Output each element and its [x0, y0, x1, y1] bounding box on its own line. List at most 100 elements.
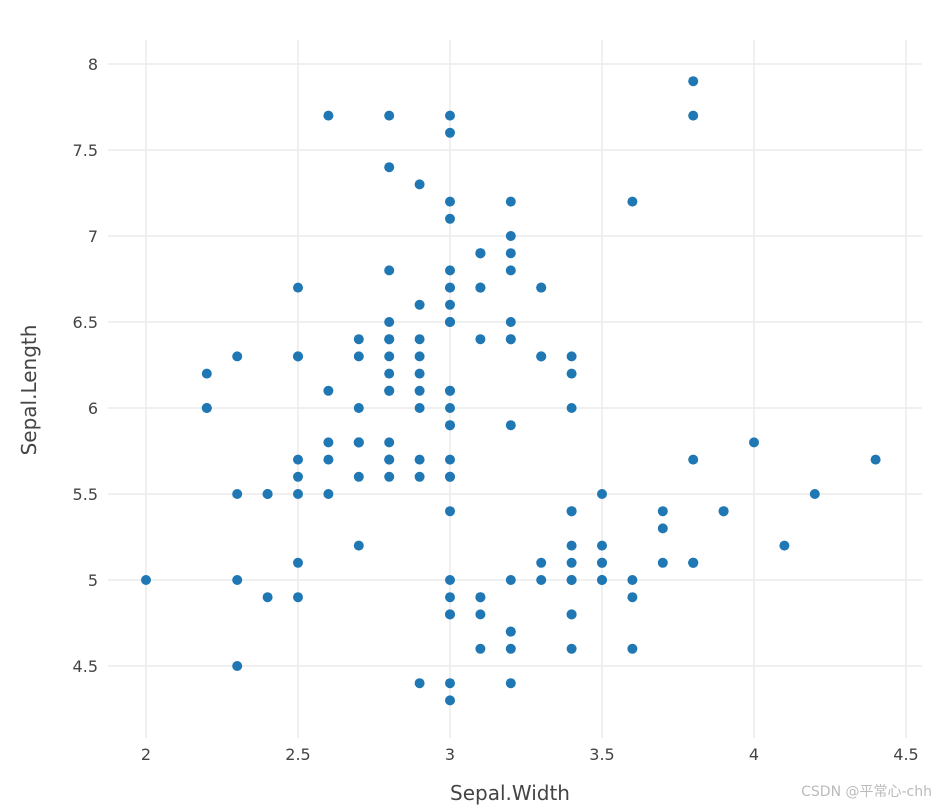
data-point[interactable]	[566, 643, 577, 654]
data-point[interactable]	[262, 489, 273, 499]
data-point[interactable]	[657, 557, 668, 568]
data-point[interactable]	[293, 557, 303, 568]
data-point[interactable]	[414, 299, 425, 310]
data-point[interactable]	[505, 334, 516, 345]
data-point[interactable]	[232, 575, 243, 585]
data-point[interactable]	[505, 575, 516, 585]
data-point[interactable]	[475, 609, 486, 620]
data-point[interactable]	[414, 403, 425, 413]
data-point[interactable]	[505, 248, 516, 259]
data-point[interactable]	[353, 351, 364, 362]
data-point[interactable]	[445, 678, 455, 689]
data-point[interactable]	[293, 282, 303, 293]
data-point[interactable]	[627, 575, 638, 585]
data-point[interactable]	[414, 368, 425, 379]
data-point[interactable]	[505, 420, 516, 431]
data-point[interactable]	[384, 454, 395, 465]
data-point[interactable]	[566, 609, 577, 620]
data-point[interactable]	[445, 282, 455, 293]
data-point[interactable]	[536, 282, 547, 293]
data-point[interactable]	[749, 437, 759, 448]
data-point[interactable]	[445, 265, 455, 276]
data-point[interactable]	[505, 196, 516, 207]
data-point[interactable]	[384, 385, 395, 396]
data-point[interactable]	[688, 76, 699, 87]
data-point[interactable]	[141, 575, 151, 585]
data-point[interactable]	[779, 540, 790, 551]
data-point[interactable]	[353, 403, 364, 413]
data-point[interactable]	[445, 695, 455, 706]
data-point[interactable]	[688, 110, 699, 121]
data-point[interactable]	[445, 454, 455, 465]
data-point[interactable]	[445, 575, 455, 585]
data-point[interactable]	[384, 351, 395, 362]
data-point[interactable]	[414, 454, 425, 465]
data-point[interactable]	[475, 248, 486, 259]
data-point[interactable]	[445, 196, 455, 207]
data-point[interactable]	[505, 643, 516, 654]
data-point[interactable]	[353, 471, 364, 482]
data-point[interactable]	[870, 454, 881, 465]
data-point[interactable]	[232, 351, 243, 362]
data-point[interactable]	[353, 540, 364, 551]
data-point[interactable]	[323, 454, 334, 465]
data-point[interactable]	[597, 575, 607, 585]
data-point[interactable]	[445, 213, 455, 224]
data-point[interactable]	[445, 471, 455, 482]
data-point[interactable]	[445, 592, 455, 603]
data-point[interactable]	[414, 678, 425, 689]
data-point[interactable]	[414, 179, 425, 190]
data-point[interactable]	[475, 282, 486, 293]
data-point[interactable]	[384, 162, 395, 173]
data-point[interactable]	[323, 489, 334, 499]
data-point[interactable]	[688, 557, 699, 568]
data-point[interactable]	[627, 592, 638, 603]
data-point[interactable]	[384, 110, 395, 121]
data-point[interactable]	[536, 557, 547, 568]
data-point[interactable]	[445, 420, 455, 431]
data-point[interactable]	[566, 351, 577, 362]
data-point[interactable]	[201, 368, 212, 379]
data-point[interactable]	[657, 523, 668, 534]
data-point[interactable]	[293, 454, 303, 465]
data-point[interactable]	[597, 557, 607, 568]
data-point[interactable]	[536, 351, 547, 362]
data-point[interactable]	[536, 575, 547, 585]
data-point[interactable]	[475, 592, 486, 603]
data-point[interactable]	[414, 471, 425, 482]
data-point[interactable]	[293, 471, 303, 482]
data-point[interactable]	[293, 489, 303, 499]
data-point[interactable]	[323, 385, 334, 396]
data-point[interactable]	[627, 643, 638, 654]
data-point[interactable]	[505, 626, 516, 637]
data-point[interactable]	[384, 437, 395, 448]
data-point[interactable]	[232, 661, 243, 671]
data-point[interactable]	[445, 385, 455, 396]
data-point[interactable]	[809, 489, 820, 499]
data-point[interactable]	[657, 506, 668, 517]
data-point[interactable]	[293, 592, 303, 603]
data-point[interactable]	[718, 506, 729, 517]
data-point[interactable]	[505, 231, 516, 241]
data-point[interactable]	[566, 540, 577, 551]
data-point[interactable]	[262, 592, 273, 603]
data-point[interactable]	[384, 471, 395, 482]
data-point[interactable]	[414, 351, 425, 362]
data-point[interactable]	[566, 557, 577, 568]
data-point[interactable]	[353, 437, 364, 448]
data-point[interactable]	[353, 334, 364, 345]
data-point[interactable]	[384, 368, 395, 379]
data-point[interactable]	[505, 678, 516, 689]
data-point[interactable]	[293, 351, 303, 362]
data-point[interactable]	[597, 489, 607, 499]
data-point[interactable]	[505, 317, 516, 327]
data-point[interactable]	[201, 403, 212, 413]
data-point[interactable]	[232, 489, 243, 499]
data-point[interactable]	[445, 403, 455, 413]
data-point[interactable]	[445, 299, 455, 310]
data-point[interactable]	[445, 609, 455, 620]
data-point[interactable]	[384, 317, 395, 327]
data-point[interactable]	[566, 403, 577, 413]
data-point[interactable]	[323, 110, 334, 121]
data-point[interactable]	[323, 437, 334, 448]
